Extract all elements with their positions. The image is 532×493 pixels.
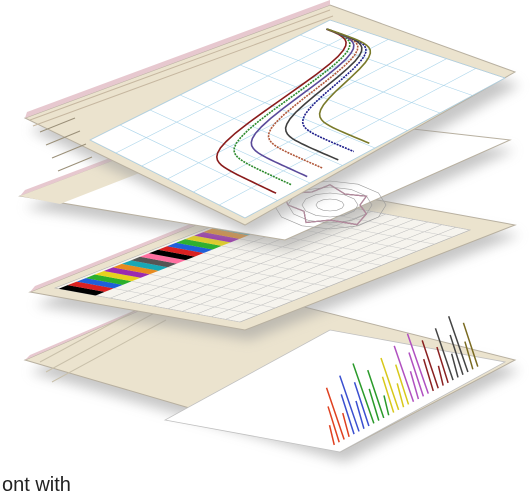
table-row-line bbox=[113, 288, 258, 316]
grid-line bbox=[141, 39, 389, 167]
table-row-line bbox=[95, 295, 241, 323]
table-swatch-cell bbox=[149, 249, 195, 261]
table-swatch-cell bbox=[131, 256, 177, 268]
radar-ring bbox=[315, 198, 345, 212]
line-menu-bar bbox=[29, 9, 334, 127]
spectrum-bar bbox=[395, 364, 410, 405]
partial-caption-text: ont with bbox=[2, 474, 71, 493]
line-series-curve bbox=[301, 28, 367, 153]
spectrum-bar bbox=[328, 425, 335, 446]
spectrum-bar bbox=[381, 376, 395, 413]
table-column-line bbox=[225, 227, 457, 320]
line-series-curve bbox=[267, 28, 359, 169]
table-swatch-cell bbox=[76, 278, 123, 289]
table-row-line bbox=[167, 266, 311, 294]
spectrum-bar bbox=[464, 341, 474, 370]
table-row-line bbox=[131, 281, 276, 309]
table-column-line bbox=[196, 221, 428, 315]
line-series-curve bbox=[318, 28, 372, 144]
line-series-curve bbox=[250, 28, 355, 178]
spectrum-bar bbox=[380, 357, 400, 411]
table-swatch-cell bbox=[103, 267, 150, 278]
spectrum-bar bbox=[393, 345, 415, 402]
spectrum-bar bbox=[339, 375, 360, 432]
spectrum-bar bbox=[367, 369, 385, 419]
table-swatch-cell bbox=[58, 285, 105, 296]
spectrum-bars bbox=[325, 315, 479, 446]
spectrum-bar bbox=[353, 381, 370, 427]
table-grid-lines bbox=[95, 203, 471, 323]
grid-line bbox=[193, 58, 447, 193]
spectrum-bar bbox=[352, 363, 375, 424]
spectrum-bar bbox=[325, 387, 345, 440]
color-table-window bbox=[28, 180, 520, 340]
table-swatch-cell bbox=[121, 260, 168, 271]
spectrum-bar bbox=[449, 334, 464, 375]
table-swatch-cell bbox=[167, 242, 213, 253]
line-left-panel bbox=[39, 117, 93, 172]
table-swatch-cell bbox=[112, 263, 159, 275]
spectrum-bar bbox=[368, 388, 380, 421]
line-series-curve bbox=[215, 28, 347, 194]
table-column-line bbox=[153, 213, 386, 307]
table-swatch-cell bbox=[176, 239, 222, 250]
line-series-curve bbox=[233, 28, 351, 186]
line-chart-window bbox=[23, 0, 520, 235]
spectrum-bar bbox=[421, 340, 439, 389]
grid-line bbox=[219, 68, 476, 206]
spectrum-bar bbox=[434, 328, 454, 381]
line-title-bar bbox=[25, 0, 330, 118]
spectrum-bar bbox=[450, 353, 459, 378]
grid-line bbox=[167, 48, 418, 180]
table-row-line bbox=[203, 252, 347, 280]
spectrum-bar bbox=[396, 383, 405, 408]
spectrum-bar bbox=[422, 358, 434, 392]
table-swatch-cell bbox=[94, 271, 141, 282]
grid-line bbox=[244, 77, 506, 219]
spectrum-bar bbox=[408, 352, 425, 397]
table-column-line bbox=[239, 229, 471, 323]
grid-line bbox=[115, 29, 360, 154]
line-chart-series bbox=[215, 28, 372, 194]
spectrum-bar bbox=[437, 365, 444, 386]
spectrum-bar bbox=[436, 346, 449, 384]
spectrum-bar bbox=[406, 333, 430, 394]
spectrum-bar bbox=[355, 400, 365, 429]
table-column-line bbox=[182, 219, 414, 312]
spectrum-bar bbox=[383, 395, 390, 416]
table-swatch-cell bbox=[140, 253, 186, 264]
table-swatch-cell bbox=[67, 281, 114, 292]
table-row-line bbox=[149, 274, 294, 302]
table-swatch-cell bbox=[158, 246, 204, 257]
spectrum-bar bbox=[342, 412, 350, 438]
table-swatch-cell bbox=[185, 235, 231, 246]
table-row-line bbox=[221, 245, 364, 273]
table-row-line bbox=[185, 259, 329, 287]
spectrum-plot-area bbox=[163, 329, 507, 453]
spectrum-bar bbox=[327, 406, 340, 443]
spectrum-bar bbox=[447, 315, 469, 373]
line-chart-grid bbox=[89, 19, 506, 219]
grid-line bbox=[89, 19, 331, 141]
table-column-line bbox=[167, 216, 400, 309]
spectrum-bar bbox=[462, 322, 479, 367]
table-column-line bbox=[211, 224, 443, 317]
spectrum-bar bbox=[409, 371, 420, 400]
table-swatch-cell bbox=[85, 274, 132, 285]
spectrum-bar bbox=[340, 394, 355, 435]
